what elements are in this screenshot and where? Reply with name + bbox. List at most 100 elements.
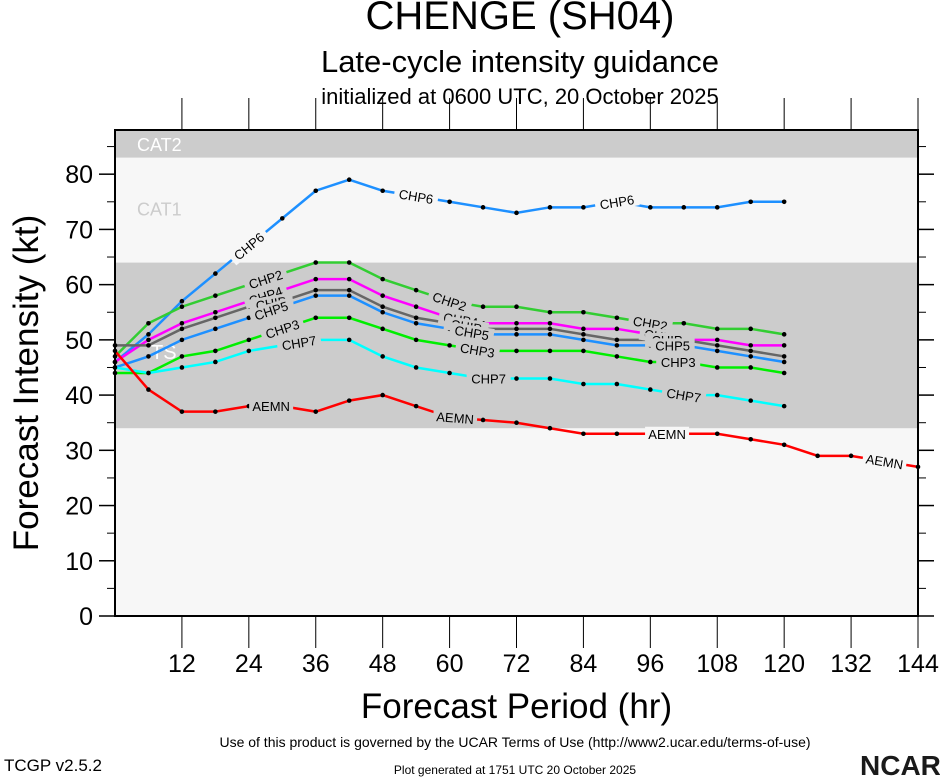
data-point-chp4 [547, 320, 553, 326]
data-point-chip [514, 326, 519, 332]
data-point-aemn [380, 392, 385, 398]
data-point-chp6 [380, 188, 385, 194]
y-tick-label: 40 [65, 382, 93, 410]
series-label-aemn: AEMN [861, 450, 908, 472]
data-point-chp4 [581, 326, 586, 332]
data-point-chp5 [413, 320, 419, 326]
chart-title: CHENGE (SH04) [365, 0, 675, 38]
series-label-text: AEMN [436, 409, 475, 427]
data-point-chp6 [514, 210, 519, 216]
series-label-bg [449, 322, 495, 343]
data-point-chp4 [179, 320, 185, 326]
band-label-cat1: CAT1 [137, 199, 182, 219]
x-tick-label: 84 [570, 650, 598, 678]
series-label-chp7: CHP7 [466, 371, 511, 387]
series-label-bg [426, 287, 473, 315]
series-label-text: CHP7 [281, 333, 318, 353]
data-point-aemn [480, 417, 486, 423]
data-point-chp7 [547, 376, 553, 381]
data-point-chp3 [447, 343, 452, 348]
series-label-bg [645, 426, 690, 441]
data-point-chp2 [413, 287, 419, 293]
data-point-aemn [146, 387, 151, 392]
series-label-aemn: AEMN [645, 426, 690, 442]
data-point-chip [781, 354, 787, 359]
data-point-chp5 [313, 293, 319, 298]
data-point-chp7 [146, 370, 151, 376]
series-label-chp5: CHP5 [650, 338, 695, 353]
data-point-aemn [848, 453, 854, 459]
x-tick-label: 144 [897, 650, 939, 678]
data-point-chip [714, 343, 720, 348]
data-point-chp6 [648, 205, 653, 210]
data-point-chp3 [748, 365, 754, 370]
data-point-chp5 [581, 337, 586, 343]
series-label-text: CHP6 [398, 187, 435, 207]
series-label-bg [242, 265, 289, 293]
series-label-text: CHP7 [665, 385, 702, 405]
data-point-chp4 [213, 309, 218, 315]
data-point-chp4 [781, 343, 787, 348]
data-point-chp6 [781, 199, 787, 205]
data-point-chp4 [346, 276, 352, 282]
chart-init-time: initialized at 0600 UTC, 20 October 2025 [321, 84, 719, 109]
series-label-chp3: CHP3 [656, 354, 701, 370]
data-point-chp6 [480, 205, 486, 210]
series-label-text: CHP5 [655, 338, 690, 353]
band-label-cat2: CAT2 [137, 135, 182, 155]
data-point-chp5 [748, 354, 754, 359]
data-point-chp3 [380, 326, 385, 332]
data-point-aemn [714, 431, 720, 437]
data-point-chp6 [146, 332, 151, 337]
data-point-chp3 [714, 365, 720, 370]
data-point-chp7 [413, 365, 419, 370]
data-point-aemn [179, 409, 185, 414]
y-tick-label: 20 [65, 493, 93, 521]
series-label-bg [466, 371, 511, 386]
data-point-chp3 [413, 337, 419, 343]
data-point-chp3 [614, 354, 620, 359]
data-point-chp2 [714, 326, 720, 332]
data-point-chp5 [547, 332, 553, 337]
data-point-chp6 [179, 298, 185, 304]
data-point-chp6 [681, 205, 687, 210]
y-tick-label: 60 [65, 272, 93, 300]
series-label-bg [660, 384, 707, 406]
data-point-chp7 [447, 370, 452, 376]
data-point-chip [581, 332, 586, 337]
data-point-chp5 [514, 332, 519, 337]
data-point-chp6 [213, 271, 218, 276]
ncar-logo: NCAR [860, 750, 940, 781]
data-point-aemn [748, 436, 754, 442]
series-label-bg [248, 296, 295, 324]
series-label-text: CHP7 [471, 372, 506, 387]
data-point-chip [413, 315, 419, 321]
data-point-chp6 [279, 216, 285, 221]
x-tick-label: 36 [302, 650, 330, 678]
data-point-chp4 [380, 293, 385, 298]
x-tick-label: 132 [830, 650, 872, 678]
data-point-chp3 [547, 348, 553, 354]
y-tick-label: 70 [65, 216, 93, 244]
data-point-chp2 [781, 332, 787, 337]
data-point-chp4 [748, 343, 754, 348]
data-point-chp2 [480, 304, 486, 310]
data-point-chp7 [246, 348, 252, 354]
data-point-aemn [346, 398, 352, 403]
data-point-chp7 [514, 376, 519, 381]
data-point-chp2 [514, 304, 519, 310]
x-tick-label: 120 [763, 650, 805, 678]
data-point-chp4 [146, 337, 151, 343]
terms-of-use: Use of this product is governed by the U… [219, 734, 811, 750]
data-point-chp4 [313, 276, 319, 282]
data-point-chp4 [413, 304, 419, 310]
y-axis-label: Forecast Intensity (kt) [7, 215, 46, 551]
series-label-bg [432, 408, 478, 427]
data-point-chp2 [179, 304, 185, 310]
generated-time: Plot generated at 1751 UTC 20 October 20… [393, 763, 637, 777]
data-point-chp2 [748, 326, 754, 332]
data-point-chp5 [380, 309, 385, 315]
data-point-chip [146, 343, 151, 348]
data-point-chp2 [313, 260, 319, 265]
y-tick-label: 80 [65, 161, 93, 189]
